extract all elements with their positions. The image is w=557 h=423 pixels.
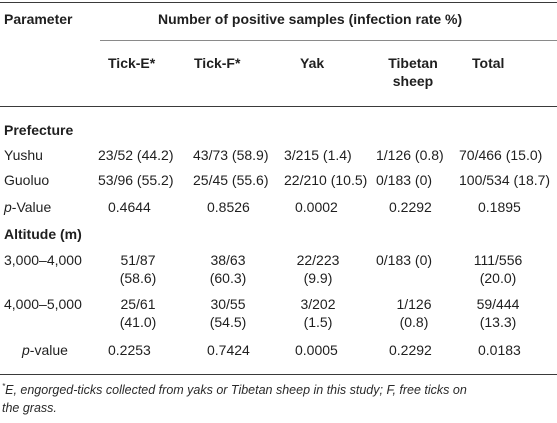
row-label: Guoluo	[4, 172, 50, 188]
cell: 22/223	[296, 252, 340, 268]
header-group-title: Number of positive samples (infection ra…	[158, 11, 463, 27]
cell: 100/534 (18.7)	[459, 172, 551, 188]
col-tick-f: Tick-F*	[194, 55, 241, 71]
col-sheep: sheep	[392, 73, 434, 89]
cell: (58.6)	[119, 270, 157, 286]
footnote-line-2: the grass.	[2, 401, 57, 415]
footnote-marker: *	[2, 381, 6, 391]
cell: 0.1895	[478, 199, 521, 215]
pvalue-label: p-value	[22, 342, 68, 358]
cell: 23/52 (44.2)	[98, 147, 174, 163]
section-prefecture-title: Prefecture	[4, 122, 74, 138]
cell: 111/556	[473, 252, 523, 268]
pvalue-label: p-Value	[4, 199, 52, 215]
cell: 0.2292	[389, 199, 432, 215]
table-top-rule	[0, 2, 557, 3]
cell: 0.0183	[478, 342, 521, 358]
cell: (13.3)	[479, 314, 517, 330]
cell: 59/444	[476, 296, 520, 312]
table-bottom-rule	[0, 374, 557, 375]
header-bottom-rule	[0, 106, 557, 107]
cell: 0.0002	[295, 199, 338, 215]
cell: 22/210 (10.5)	[284, 172, 368, 188]
cell: (0.8)	[399, 314, 429, 330]
cell: (54.5)	[209, 314, 247, 330]
cell: 38/63	[210, 252, 246, 268]
col-total: Total	[472, 55, 505, 71]
cell: 51/87	[120, 252, 156, 268]
cell: 3/202	[300, 296, 336, 312]
cell: 3/215 (1.4)	[284, 147, 352, 163]
cell: (41.0)	[119, 314, 157, 330]
cell: 0.2292	[389, 342, 432, 358]
cell: 0/183 (0)	[376, 172, 433, 188]
cell: 53/96 (55.2)	[98, 172, 174, 188]
cell: 25/61	[120, 296, 156, 312]
cell: 70/466 (15.0)	[459, 147, 543, 163]
cell: 0.4644	[108, 199, 151, 215]
col-tibetan: Tibetan	[388, 55, 438, 71]
cell: 0.8526	[207, 199, 250, 215]
cell: (1.5)	[303, 314, 333, 330]
cell: 43/73 (58.9)	[193, 147, 269, 163]
table-footnote: *E, engorged-ticks collected from yaks o…	[2, 381, 554, 417]
footnote-line-1: E, engorged-ticks collected from yaks or…	[5, 383, 467, 397]
cell: 25/45 (55.6)	[193, 172, 269, 188]
cell: 0.0005	[295, 342, 338, 358]
cell: 1/126	[396, 296, 432, 312]
cell: 30/55	[210, 296, 246, 312]
section-altitude-title: Altitude (m)	[4, 226, 82, 242]
col-yak: Yak	[300, 55, 325, 71]
cell: 0.2253	[108, 342, 151, 358]
row-label: 3,000–4,000	[4, 252, 82, 268]
row-label: Yushu	[4, 147, 43, 163]
cell: (20.0)	[479, 270, 517, 286]
cell: (9.9)	[303, 270, 333, 286]
cell: 0/183 (0)	[376, 252, 433, 268]
col-tick-e: Tick-E*	[108, 55, 156, 71]
group-header-rule	[100, 40, 557, 41]
cell: 1/126 (0.8)	[376, 147, 444, 163]
cell: 0.7424	[207, 342, 250, 358]
row-label: 4,000–5,000	[4, 296, 82, 312]
cell: (60.3)	[209, 270, 247, 286]
header-parameter: Parameter	[4, 11, 73, 27]
